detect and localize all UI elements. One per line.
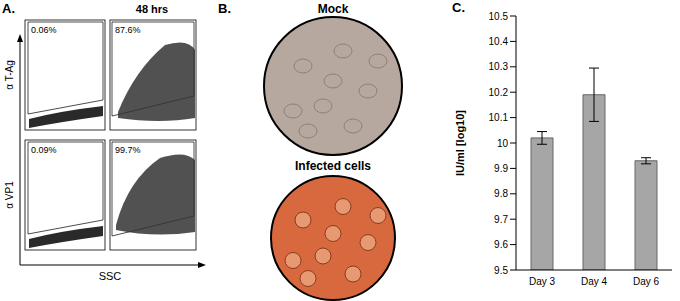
svg-text:10: 10	[497, 138, 509, 149]
svg-text:0.06%: 0.06%	[31, 25, 57, 35]
svg-text:B.: B.	[218, 1, 231, 16]
svg-text:IU/ml [log10]: IU/ml [log10]	[454, 110, 466, 176]
svg-text:Infected cells: Infected cells	[295, 159, 371, 173]
svg-text:9.6: 9.6	[494, 239, 508, 250]
svg-text:9.8: 9.8	[494, 188, 508, 199]
svg-text:α VP1: α VP1	[4, 181, 15, 209]
svg-text:9.7: 9.7	[494, 214, 508, 225]
svg-text:Day 6: Day 6	[633, 276, 660, 287]
svg-text:10.4: 10.4	[489, 36, 509, 47]
svg-text:10.3: 10.3	[489, 61, 509, 72]
svg-text:Mock: Mock	[318, 2, 349, 16]
svg-text:9.9: 9.9	[494, 163, 508, 174]
svg-text:87.6%: 87.6%	[115, 25, 141, 35]
svg-text:10.2: 10.2	[489, 87, 509, 98]
svg-text:A.: A.	[2, 1, 15, 16]
svg-text:10.1: 10.1	[489, 112, 509, 123]
svg-text:10.5: 10.5	[489, 11, 509, 22]
svg-text:α T-Ag: α T-Ag	[4, 60, 15, 90]
svg-text:48 hrs: 48 hrs	[136, 3, 168, 15]
html-text:C.: C.	[452, 0, 465, 15]
svg-text:SSC: SSC	[99, 270, 122, 282]
svg-text:Day 3: Day 3	[529, 276, 556, 287]
svg-text:99.7%: 99.7%	[115, 145, 141, 155]
svg-text:9.5: 9.5	[494, 265, 508, 276]
svg-text:0.09%: 0.09%	[31, 145, 57, 155]
svg-text:Day 4: Day 4	[581, 276, 608, 287]
